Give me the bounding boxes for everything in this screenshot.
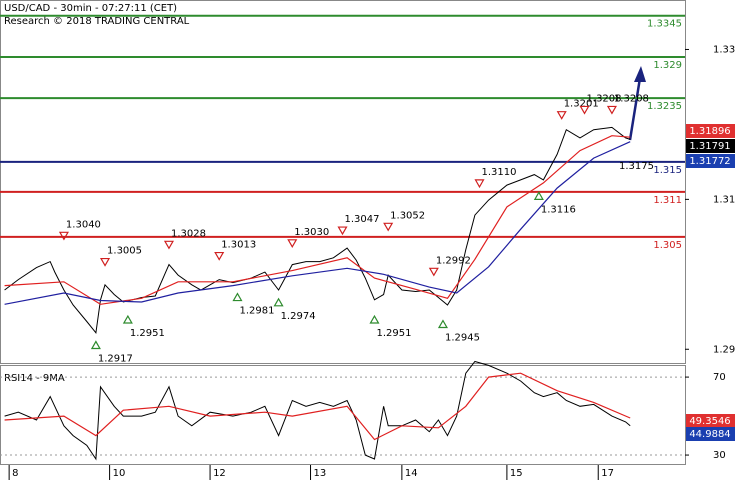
level-label: 1.3235 [647,101,682,112]
price-box-label: 1.31772 [689,156,730,167]
level-label: 1.3345 [647,19,682,30]
price-box [686,414,735,428]
low-marker [273,297,284,307]
x-tick-label: 12 [213,468,226,479]
low-marker [90,340,101,350]
price-box-label: 49.3546 [689,416,730,427]
high-marker [428,267,439,277]
series-line [4,360,631,461]
level-label: 1.305 [653,240,682,251]
annotation-label: 1.3110 [482,167,517,178]
series-line [4,372,631,441]
high-marker [383,222,394,232]
annotation-label: 1.3013 [221,240,256,251]
annotation-label: 1.3201 [564,99,599,110]
y-tick-label: 1.31 [713,194,735,205]
x-tick-label: 17 [601,468,614,479]
chart-title: USD/CAD - 30min - 07:27:11 (CET) [4,3,177,14]
price-box [686,124,735,138]
high-marker [606,105,617,115]
annotation-label: 1.3116 [541,204,576,215]
high-marker [163,240,175,250]
level-label: 1.315 [653,165,682,176]
annotation-label: 1.2951 [376,328,411,339]
high-marker [99,257,111,267]
x-tick-label: 13 [314,468,327,479]
annotation-label: 1.3052 [390,210,425,221]
high-marker [556,111,567,120]
high-marker [214,251,225,261]
x-tick-label: 15 [510,468,523,479]
price-box [686,154,735,168]
low-marker [533,191,544,200]
y-tick-label: 1.33 [713,44,735,55]
annotation-label: 1.3208 [587,93,622,104]
series-line [4,141,631,305]
forecast-arrow-head [634,66,646,82]
price-box [686,139,735,153]
high-marker [474,179,485,189]
annotation-label: 1.3208 [614,93,649,104]
chart-subtitle: Research © 2018 TRADING CENTRAL [4,16,190,27]
x-tick-label: 8 [12,468,18,479]
low-marker [437,319,449,329]
price-box-label: 1.31791 [689,141,730,152]
y-tick-label: 30 [713,450,726,461]
annotation-label: 1.3047 [345,214,380,225]
level-label: 1.329 [653,60,682,71]
price-box-label: 1.31896 [689,126,730,137]
x-tick-label: 10 [113,468,126,479]
price-box [686,427,735,441]
annotation-label: 1.3028 [171,228,206,239]
pivot-label: 1.3175 [619,161,654,172]
level-label: 1.311 [653,195,682,206]
annotation-label: 1.2992 [436,255,471,266]
annotation-label: 1.2917 [98,354,133,365]
series-line [4,126,631,335]
price-panel [0,0,686,364]
annotation-label: 1.2974 [281,311,316,322]
annotation-label: 1.2981 [239,306,274,317]
y-tick-label: 70 [713,372,726,383]
price-box-label: 44.9884 [689,429,730,440]
rsi-title: RSI14 - 9MA [4,373,65,384]
x-tick-label: 14 [405,468,418,479]
forecast-arrow [628,77,642,141]
series-line [4,135,631,305]
rsi-panel [0,365,686,465]
low-marker [232,292,243,302]
high-marker [579,105,590,115]
annotation-label: 1.2951 [130,328,165,339]
low-marker [122,314,133,324]
annotation-label: 1.3030 [294,227,329,238]
high-marker [337,226,348,236]
high-marker [287,239,298,249]
annotation-label: 1.2945 [445,333,480,344]
low-marker [369,314,380,324]
annotation-label: 1.3040 [66,219,101,230]
high-marker [58,231,69,241]
y-tick-label: 1.29 [713,344,735,355]
annotation-label: 1.3005 [107,246,142,257]
